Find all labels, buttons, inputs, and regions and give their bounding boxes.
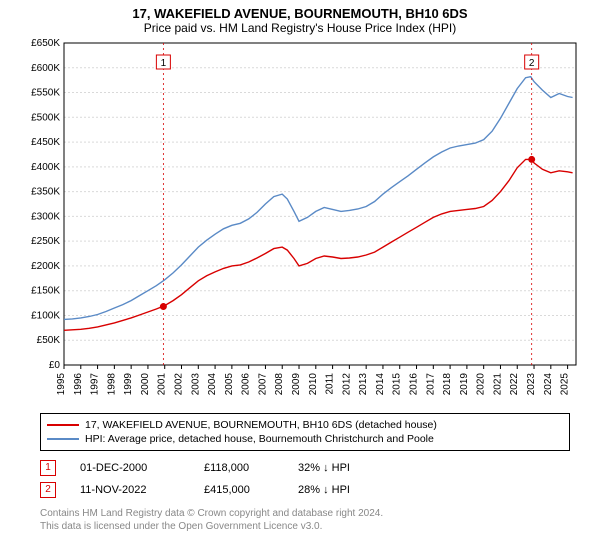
svg-text:2: 2 [529,58,535,69]
svg-text:2007: 2007 [257,373,268,396]
line-chart-svg: £0 £50K £100K £150K £200K £250K £300K £350K £400… [20,39,580,409]
svg-text:2014: 2014 [375,373,386,396]
svg-text:£50K: £50K [37,335,61,346]
svg-text:1: 1 [161,58,167,69]
credits-line1: Contains HM Land Registry data © Crown c… [40,507,570,520]
chart-titles: 17, WAKEFIELD AVENUE, BOURNEMOUTH, BH10 … [0,0,600,37]
sale-row-2: 2 11-NOV-2022 £415,000 28% ↓ HPI [40,479,570,501]
svg-text:£600K: £600K [31,63,60,74]
sale-marker-2: 2 [40,482,56,498]
svg-text:2025: 2025 [560,373,571,396]
sale-price-1: £118,000 [204,462,274,474]
svg-text:2012: 2012 [341,373,352,396]
svg-text:2005: 2005 [224,373,235,396]
svg-text:£200K: £200K [31,261,60,272]
svg-text:£150K: £150K [31,286,60,297]
svg-text:1998: 1998 [106,373,117,396]
svg-text:2002: 2002 [174,373,185,396]
svg-text:1996: 1996 [73,373,84,396]
legend-label-hpi: HPI: Average price, detached house, Bour… [85,433,434,445]
legend-row-hpi: HPI: Average price, detached house, Bour… [47,432,563,446]
svg-text:2013: 2013 [358,373,369,396]
svg-text:2017: 2017 [425,373,436,396]
svg-text:2022: 2022 [509,373,520,396]
sale-date-2: 11-NOV-2022 [80,484,180,496]
svg-text:£500K: £500K [31,112,60,123]
sales-table: 1 01-DEC-2000 £118,000 32% ↓ HPI 2 11-NO… [40,457,570,501]
svg-text:£100K: £100K [31,310,60,321]
chart-title-2: Price paid vs. HM Land Registry's House … [0,21,600,35]
legend-label-prop: 17, WAKEFIELD AVENUE, BOURNEMOUTH, BH10 … [85,419,437,431]
svg-text:2004: 2004 [207,373,218,396]
svg-text:2023: 2023 [526,373,537,396]
svg-text:2000: 2000 [140,373,151,396]
sale-price-2: £415,000 [204,484,274,496]
svg-text:2010: 2010 [308,373,319,396]
svg-text:£400K: £400K [31,162,60,173]
svg-text:1995: 1995 [56,373,67,396]
svg-text:2020: 2020 [476,373,487,396]
sale-delta-2: 28% ↓ HPI [298,484,388,496]
chart-area: £0 £50K £100K £150K £200K £250K £300K £350K £400… [20,39,580,409]
sale-delta-1: 32% ↓ HPI [298,462,388,474]
svg-text:2016: 2016 [409,373,420,396]
svg-text:£350K: £350K [31,187,60,198]
svg-text:£650K: £650K [31,39,60,49]
svg-text:2021: 2021 [492,373,503,396]
sale-date-1: 01-DEC-2000 [80,462,180,474]
svg-text:2006: 2006 [241,373,252,396]
svg-text:2011: 2011 [325,373,336,395]
credits: Contains HM Land Registry data © Crown c… [40,507,570,533]
svg-text:2018: 2018 [442,373,453,396]
svg-text:2001: 2001 [157,373,168,396]
chart-title-1: 17, WAKEFIELD AVENUE, BOURNEMOUTH, BH10 … [0,6,600,21]
legend-row-prop: 17, WAKEFIELD AVENUE, BOURNEMOUTH, BH10 … [47,418,563,432]
svg-text:£450K: £450K [31,137,60,148]
svg-text:£250K: £250K [31,236,60,247]
svg-text:£550K: £550K [31,88,60,99]
credits-line2: This data is licensed under the Open Gov… [40,520,570,533]
sale-row-1: 1 01-DEC-2000 £118,000 32% ↓ HPI [40,457,570,479]
svg-text:1997: 1997 [90,373,101,396]
legend-swatch-prop [47,424,79,426]
sale-marker-1: 1 [40,460,56,476]
svg-text:2024: 2024 [543,373,554,396]
svg-text:2015: 2015 [392,373,403,396]
svg-text:2008: 2008 [274,373,285,396]
svg-text:£0: £0 [49,360,61,371]
svg-text:1999: 1999 [123,373,134,396]
svg-text:2019: 2019 [459,373,470,396]
legend-swatch-hpi [47,438,79,440]
legend: 17, WAKEFIELD AVENUE, BOURNEMOUTH, BH10 … [40,413,570,451]
svg-text:2009: 2009 [291,373,302,396]
svg-text:2003: 2003 [190,373,201,396]
svg-text:£300K: £300K [31,211,60,222]
